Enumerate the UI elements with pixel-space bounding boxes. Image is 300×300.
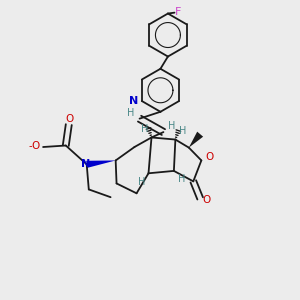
Text: H: H bbox=[168, 121, 176, 130]
Text: H: H bbox=[141, 124, 148, 134]
Polygon shape bbox=[86, 160, 116, 168]
Text: O: O bbox=[65, 114, 74, 124]
Text: O: O bbox=[202, 195, 211, 205]
Text: F: F bbox=[175, 7, 182, 17]
Text: H: H bbox=[178, 174, 185, 184]
Text: H: H bbox=[127, 108, 134, 118]
Polygon shape bbox=[189, 132, 203, 148]
Text: H: H bbox=[138, 177, 146, 187]
Text: N: N bbox=[129, 96, 138, 106]
Text: N: N bbox=[81, 159, 90, 169]
Text: H: H bbox=[179, 126, 187, 136]
Text: -O: -O bbox=[28, 141, 41, 152]
Text: O: O bbox=[206, 152, 214, 163]
